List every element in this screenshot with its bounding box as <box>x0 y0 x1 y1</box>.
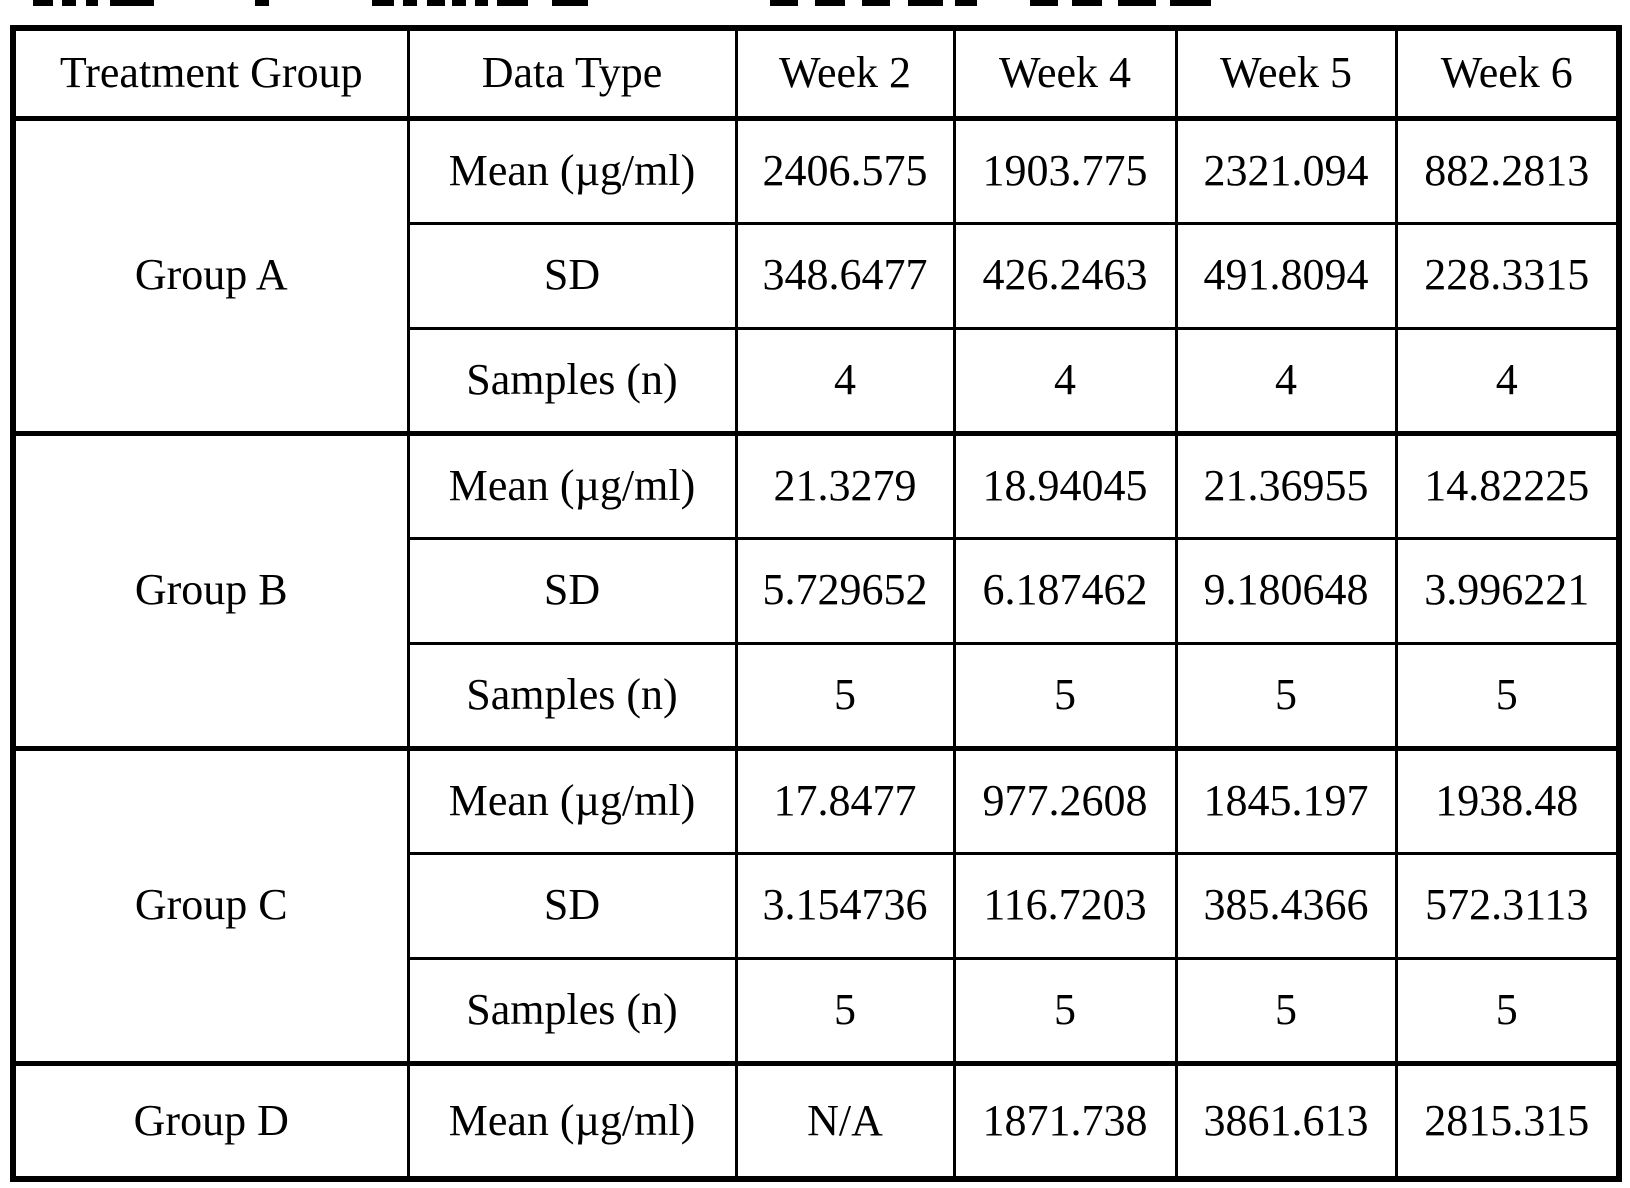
clipped-text-fragment <box>497 0 528 6</box>
header-week-2: Week 2 <box>734 26 956 121</box>
table-row: SD 348.6477 426.2463 491.8094 228.3315 <box>13 221 1621 330</box>
value-cell: 5 <box>1174 956 1398 1065</box>
table-row: Group A Mean (µg/ml) 2406.575 1903.775 2… <box>11 115 1621 435</box>
data-type-cell: Mean (µg/ml) <box>406 745 738 855</box>
value-cell: 18.94045 <box>952 430 1178 540</box>
value-cell: 1871.738 <box>952 1060 1178 1181</box>
group-label-cell: Group C <box>11 745 410 1065</box>
data-type-cell: Mean (µg/ml) <box>406 1060 738 1181</box>
header-week-6: Week 6 <box>1394 26 1621 121</box>
table-row: SD 3.154736 116.7203 385.4366 572.3113 <box>13 851 1621 960</box>
value-cell: 116.7203 <box>952 851 1178 960</box>
clipped-text-fragment <box>255 0 269 6</box>
value-cell: 2321.094 <box>1174 115 1398 225</box>
table-header-row: Treatment Group Data Type Week 2 Week 4 … <box>11 26 1621 121</box>
value-cell: 5 <box>734 956 956 1065</box>
data-type-cell: SD <box>406 536 738 645</box>
value-cell: 5 <box>952 956 1178 1065</box>
value-cell: 5 <box>1394 641 1621 750</box>
clipped-text-fragment <box>1170 0 1211 6</box>
clipped-text-fragment <box>1072 0 1102 6</box>
table-row: Samples (n) 5 5 5 5 <box>13 956 1621 1065</box>
value-cell: 2815.315 <box>1394 1060 1621 1181</box>
clipped-text-fragment <box>815 0 845 6</box>
clipped-text-fragment <box>427 0 445 6</box>
clipped-text-fragment <box>33 0 53 6</box>
clipped-text-fragment <box>552 0 588 6</box>
clipped-caption-row <box>0 0 1630 8</box>
value-cell: 5 <box>1394 956 1621 1065</box>
value-cell: 4 <box>952 326 1178 435</box>
clipped-text-fragment <box>86 0 98 6</box>
value-cell: 348.6477 <box>734 221 956 330</box>
group-label-cell: Group D <box>11 1060 410 1181</box>
value-cell: 3.996221 <box>1394 536 1621 645</box>
value-cell: 6.187462 <box>952 536 1178 645</box>
clipped-text-fragment <box>475 0 488 6</box>
value-cell: 21.3279 <box>734 430 956 540</box>
treatment-data-table: Treatment Group Data Type Week 2 Week 4 … <box>10 25 1622 1182</box>
data-type-cell: Samples (n) <box>406 641 738 750</box>
header-data-type: Data Type <box>406 26 738 121</box>
data-type-cell: Samples (n) <box>406 326 738 435</box>
value-cell: 14.82225 <box>1394 430 1621 540</box>
table-row: Samples (n) 4 4 4 4 <box>13 326 1621 435</box>
clipped-text-fragment <box>62 0 76 6</box>
data-type-cell: Mean (µg/ml) <box>406 430 738 540</box>
value-cell: 385.4366 <box>1174 851 1398 960</box>
data-type-cell: SD <box>406 851 738 960</box>
group-label-cell: Group A <box>11 115 410 435</box>
clipped-text-fragment <box>862 0 890 6</box>
clipped-text-fragment <box>372 0 394 6</box>
header-treatment-group: Treatment Group <box>11 26 410 121</box>
value-cell: 882.2813 <box>1394 115 1621 225</box>
clipped-text-fragment <box>955 0 977 6</box>
clipped-text-fragment <box>452 0 466 6</box>
value-cell: 1938.48 <box>1394 745 1621 855</box>
value-cell: 5 <box>1174 641 1398 750</box>
data-type-cell: Samples (n) <box>406 956 738 1065</box>
table-row: Group B Mean (µg/ml) 21.3279 18.94045 21… <box>11 430 1621 750</box>
table-row: Group C Mean (µg/ml) 17.8477 977.2608 18… <box>11 745 1621 1065</box>
clipped-text-fragment <box>1030 0 1058 6</box>
value-cell: 4 <box>1174 326 1398 435</box>
table-row: Samples (n) 5 5 5 5 <box>13 641 1621 750</box>
clipped-text-fragment <box>770 0 798 6</box>
value-cell: 1845.197 <box>1174 745 1398 855</box>
clipped-text-fragment <box>1118 0 1156 6</box>
value-cell: 9.180648 <box>1174 536 1398 645</box>
value-cell: 1903.775 <box>952 115 1178 225</box>
data-type-cell: SD <box>406 221 738 330</box>
group-label-cell: Group B <box>11 430 410 750</box>
table-row: SD 5.729652 6.187462 9.180648 3.996221 <box>13 536 1621 645</box>
value-cell: 21.36955 <box>1174 430 1398 540</box>
value-cell: 4 <box>734 326 956 435</box>
clipped-text-fragment <box>908 0 943 6</box>
clipped-text-fragment <box>110 0 154 6</box>
value-cell: 977.2608 <box>952 745 1178 855</box>
value-cell: 426.2463 <box>952 221 1178 330</box>
value-cell: 491.8094 <box>1174 221 1398 330</box>
value-cell: 3.154736 <box>734 851 956 960</box>
value-cell: 4 <box>1394 326 1621 435</box>
clipped-text-fragment <box>403 0 417 6</box>
value-cell: 5 <box>952 641 1178 750</box>
table-row: Group D Mean (µg/ml) N/A 1871.738 3861.6… <box>11 1060 1621 1181</box>
value-cell: 5 <box>734 641 956 750</box>
value-cell: 17.8477 <box>734 745 956 855</box>
header-week-5: Week 5 <box>1174 26 1398 121</box>
value-cell: 572.3113 <box>1394 851 1621 960</box>
header-week-4: Week 4 <box>952 26 1178 121</box>
value-cell: 2406.575 <box>734 115 956 225</box>
value-cell: 5.729652 <box>734 536 956 645</box>
data-type-cell: Mean (µg/ml) <box>406 115 738 225</box>
value-cell: 228.3315 <box>1394 221 1621 330</box>
value-cell: N/A <box>734 1060 956 1181</box>
value-cell: 3861.613 <box>1174 1060 1398 1181</box>
